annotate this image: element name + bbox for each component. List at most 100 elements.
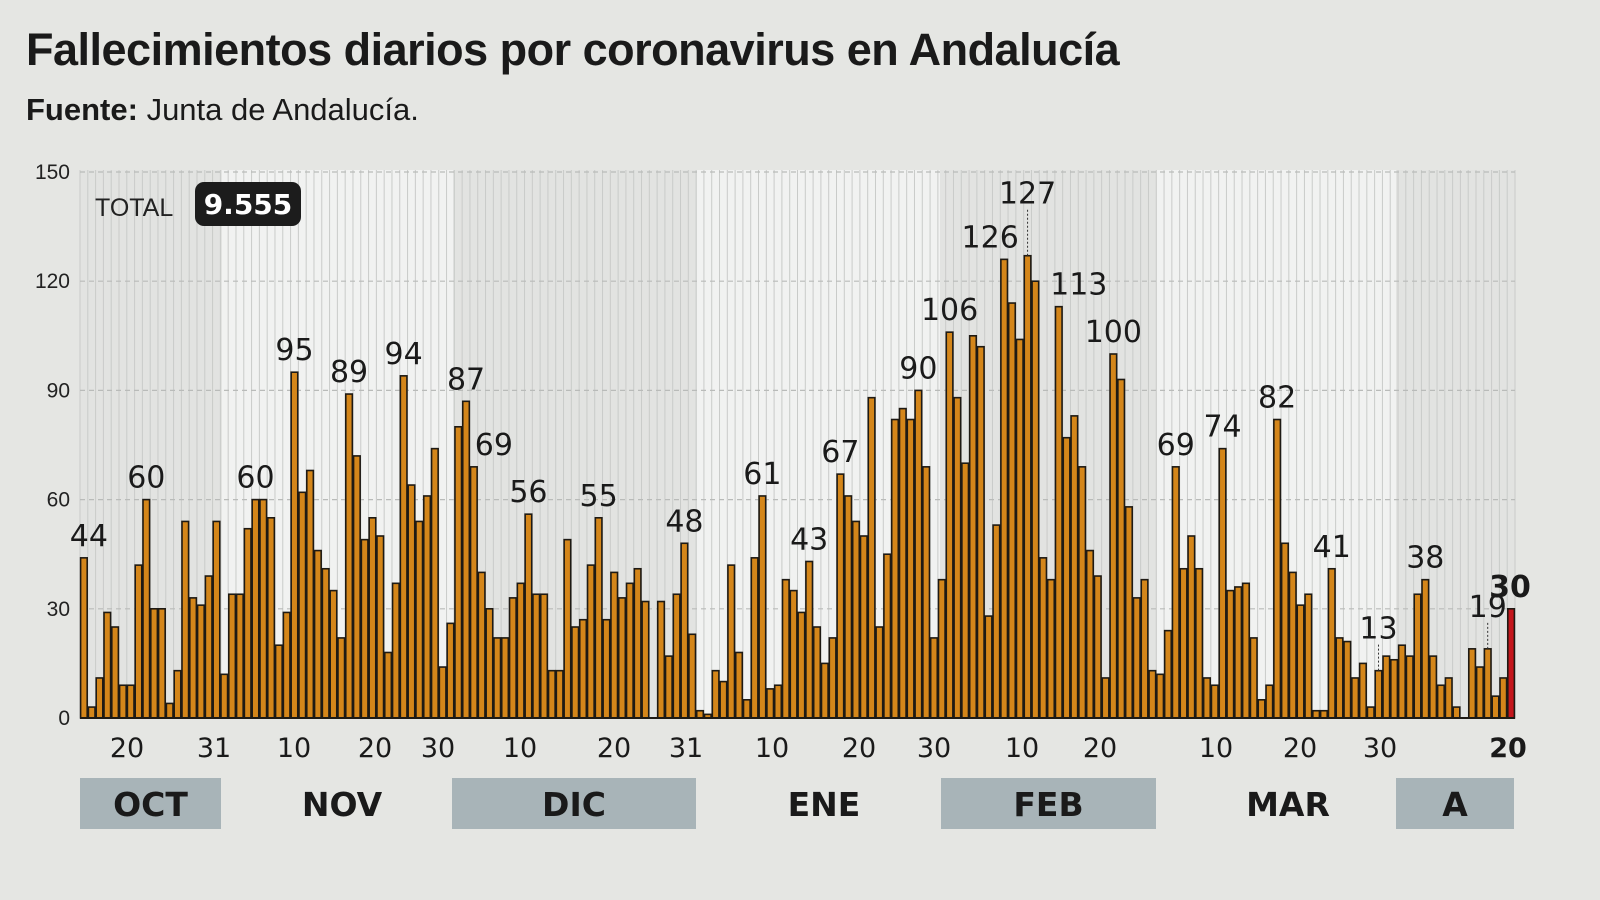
bar bbox=[1421, 578, 1430, 719]
bar bbox=[1007, 302, 1017, 719]
bar bbox=[1483, 648, 1492, 719]
bar bbox=[984, 615, 993, 719]
bar bbox=[914, 389, 923, 719]
bar bbox=[516, 582, 525, 719]
bar bbox=[321, 567, 330, 719]
bar bbox=[181, 520, 190, 719]
bar bbox=[391, 582, 400, 719]
bar bbox=[1312, 709, 1321, 719]
month-label: DIC bbox=[542, 785, 606, 824]
bar-value-label: 48 bbox=[665, 504, 703, 539]
bar bbox=[1257, 698, 1266, 719]
bar bbox=[1452, 706, 1461, 719]
bar-value-label: 60 bbox=[127, 461, 165, 496]
bar bbox=[547, 669, 556, 719]
bar bbox=[259, 498, 268, 719]
bar-value-label: 19 bbox=[1469, 590, 1507, 625]
bar bbox=[524, 513, 533, 719]
bar-value-label: 43 bbox=[790, 522, 828, 557]
bar bbox=[493, 637, 502, 719]
month-band bbox=[80, 778, 221, 829]
bar bbox=[110, 626, 120, 719]
bar bbox=[1475, 666, 1485, 719]
bar-value-label: 87 bbox=[447, 362, 485, 397]
bar bbox=[1296, 604, 1305, 719]
bar-value-label: 74 bbox=[1203, 410, 1241, 445]
bar bbox=[656, 600, 666, 719]
bar bbox=[968, 334, 978, 719]
bar bbox=[1491, 695, 1500, 719]
bar bbox=[1343, 640, 1352, 719]
bar bbox=[126, 684, 135, 719]
x-tick-label: 10 bbox=[1199, 733, 1233, 764]
bar bbox=[1382, 655, 1391, 719]
bar bbox=[1187, 535, 1196, 719]
bar bbox=[617, 597, 627, 719]
bar bbox=[594, 516, 603, 719]
bar bbox=[469, 466, 478, 719]
bar bbox=[688, 633, 697, 719]
bar bbox=[103, 611, 112, 719]
y-tick-label: 60 bbox=[47, 489, 70, 512]
bar-value-label: 127 bbox=[999, 177, 1056, 212]
bar-value-label: 69 bbox=[475, 428, 513, 463]
bar-value-label: 90 bbox=[899, 351, 937, 386]
bar bbox=[1249, 637, 1258, 719]
bar bbox=[1202, 677, 1212, 719]
bar-value-label: 126 bbox=[962, 220, 1019, 255]
bar-value-label: 95 bbox=[275, 333, 313, 368]
bar-last bbox=[1507, 607, 1516, 719]
total-label: TOTAL bbox=[95, 194, 173, 222]
bar bbox=[1241, 582, 1251, 719]
bar bbox=[602, 618, 611, 719]
bar bbox=[1210, 684, 1219, 719]
bar bbox=[438, 666, 447, 719]
bar bbox=[485, 607, 494, 719]
source-label: Fuente: bbox=[26, 92, 138, 127]
bar-value-label: 13 bbox=[1359, 612, 1397, 647]
bar bbox=[1085, 549, 1095, 719]
bar bbox=[851, 520, 861, 719]
bar bbox=[1280, 542, 1290, 719]
bar bbox=[750, 557, 759, 719]
bar bbox=[1226, 589, 1235, 719]
x-tick-label: 20 bbox=[597, 733, 631, 764]
bar-value-label: 82 bbox=[1258, 381, 1296, 416]
bar bbox=[1039, 557, 1048, 719]
x-tick-label: 20 bbox=[110, 733, 144, 764]
month-band bbox=[452, 778, 696, 829]
bar-value-label: 56 bbox=[509, 475, 547, 510]
bar bbox=[282, 611, 291, 719]
bar bbox=[1444, 677, 1453, 719]
bar bbox=[672, 593, 681, 719]
bar bbox=[1499, 677, 1508, 719]
x-tick-label: 10 bbox=[755, 733, 789, 764]
bar bbox=[797, 611, 806, 719]
bar bbox=[188, 597, 198, 719]
bar bbox=[664, 655, 673, 719]
bar bbox=[1031, 280, 1040, 719]
bar bbox=[610, 571, 619, 719]
bar bbox=[867, 396, 876, 719]
bar bbox=[204, 575, 213, 719]
x-tick-label: 10 bbox=[503, 733, 537, 764]
bar bbox=[1218, 447, 1227, 719]
bar bbox=[383, 651, 393, 719]
bar bbox=[1390, 658, 1399, 719]
bar bbox=[305, 469, 315, 719]
month-band bbox=[941, 778, 1156, 829]
month-label: MAR bbox=[1246, 785, 1330, 824]
bar bbox=[1358, 662, 1368, 719]
chart-title: Fallecimientos diarios por coronavirus e… bbox=[26, 24, 1120, 75]
bar bbox=[1319, 709, 1329, 719]
bar bbox=[251, 498, 260, 719]
x-tick-label: 20 bbox=[842, 733, 876, 764]
bar bbox=[945, 331, 954, 719]
bar bbox=[1335, 637, 1344, 719]
bar bbox=[149, 607, 159, 719]
x-tick-label: 20 bbox=[358, 733, 392, 764]
bar bbox=[1366, 706, 1375, 719]
bar bbox=[1132, 597, 1141, 719]
bar bbox=[290, 371, 299, 719]
bar bbox=[227, 593, 237, 719]
